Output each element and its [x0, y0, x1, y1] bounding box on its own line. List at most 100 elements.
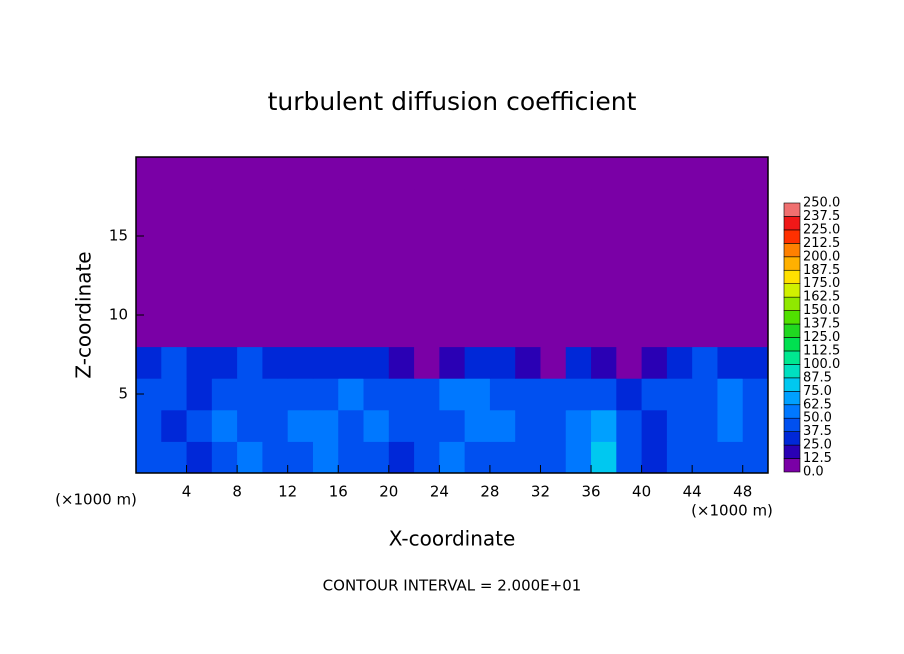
cell	[161, 188, 188, 221]
cell	[591, 315, 617, 348]
cell	[161, 157, 188, 190]
cell	[616, 188, 643, 221]
cell	[439, 441, 466, 474]
cell	[388, 188, 415, 221]
cell	[237, 188, 263, 221]
cell	[717, 378, 744, 411]
cell	[489, 283, 516, 316]
cell	[540, 441, 567, 474]
cell	[186, 188, 213, 221]
cell	[540, 251, 567, 284]
cell	[666, 283, 693, 316]
colorbar-label: 187.5	[803, 263, 840, 278]
colorbar-label: 175.0	[803, 276, 840, 291]
cell	[363, 441, 390, 474]
cell	[338, 251, 365, 284]
cell	[489, 441, 516, 474]
cell	[211, 378, 238, 411]
colorbar-swatch	[783, 390, 801, 406]
cell	[312, 315, 339, 348]
x-tick-label: 28	[480, 483, 499, 501]
cell	[262, 157, 289, 190]
cell	[742, 251, 769, 284]
colorbar-swatch	[783, 377, 801, 392]
cell	[515, 157, 541, 190]
cell	[388, 157, 415, 190]
cell	[591, 283, 617, 316]
cell	[186, 346, 213, 379]
cell	[464, 157, 491, 190]
cell	[489, 409, 516, 442]
cell	[287, 409, 314, 442]
colorbar-label: 150.0	[803, 303, 840, 318]
cell	[338, 378, 365, 411]
cell	[439, 315, 466, 348]
cell	[464, 378, 491, 411]
cell	[641, 220, 668, 253]
cell	[211, 188, 238, 221]
colorbar-swatch	[783, 283, 801, 298]
cell	[540, 188, 567, 221]
cell	[515, 315, 541, 348]
cell	[666, 409, 693, 442]
cell	[287, 251, 314, 284]
colorbar-swatch	[783, 216, 801, 231]
cell	[388, 315, 415, 348]
x-tick-label: 16	[329, 483, 348, 501]
cell	[666, 220, 693, 253]
cell	[692, 409, 718, 442]
colorbar-label: 200.0	[803, 249, 840, 264]
cell	[540, 157, 567, 190]
cell	[641, 251, 668, 284]
cell	[515, 283, 541, 316]
cell	[591, 441, 617, 474]
cell	[388, 409, 415, 442]
cell	[262, 346, 289, 379]
cell	[262, 378, 289, 411]
cell	[414, 188, 440, 221]
cell	[464, 409, 491, 442]
cell	[363, 220, 390, 253]
cell	[161, 346, 188, 379]
cell	[540, 409, 567, 442]
cell	[414, 157, 440, 190]
cell	[211, 283, 238, 316]
cell	[161, 283, 188, 316]
cell	[312, 283, 339, 316]
cell	[388, 378, 415, 411]
cell	[287, 378, 314, 411]
cell	[742, 378, 769, 411]
cell	[439, 157, 466, 190]
x-tick-label: 20	[379, 483, 398, 501]
cell	[186, 378, 213, 411]
cell	[363, 251, 390, 284]
cell	[186, 157, 213, 190]
cell	[489, 251, 516, 284]
cell	[414, 409, 440, 442]
cell	[262, 409, 289, 442]
cell	[312, 441, 339, 474]
cell	[742, 409, 769, 442]
cell	[464, 220, 491, 253]
cell	[186, 220, 213, 253]
cell	[565, 251, 592, 284]
cell	[616, 283, 643, 316]
x-unit-label: (×1000 m)	[55, 491, 137, 509]
cell	[616, 220, 643, 253]
colorbar-swatch	[783, 404, 801, 419]
cell	[388, 346, 415, 379]
y-tick-label: 5	[118, 385, 128, 403]
colorbar-label: 37.5	[803, 424, 832, 439]
cell	[388, 441, 415, 474]
cell	[363, 283, 390, 316]
cell	[692, 441, 718, 474]
cell	[338, 188, 365, 221]
colorbar-swatch	[783, 202, 801, 217]
cell	[515, 441, 541, 474]
colorbar-label: 112.5	[803, 343, 840, 358]
cell	[287, 315, 314, 348]
cell	[565, 283, 592, 316]
colorbar-label: 162.5	[803, 290, 840, 305]
x-unit-label: (×1000 m)	[691, 502, 773, 520]
